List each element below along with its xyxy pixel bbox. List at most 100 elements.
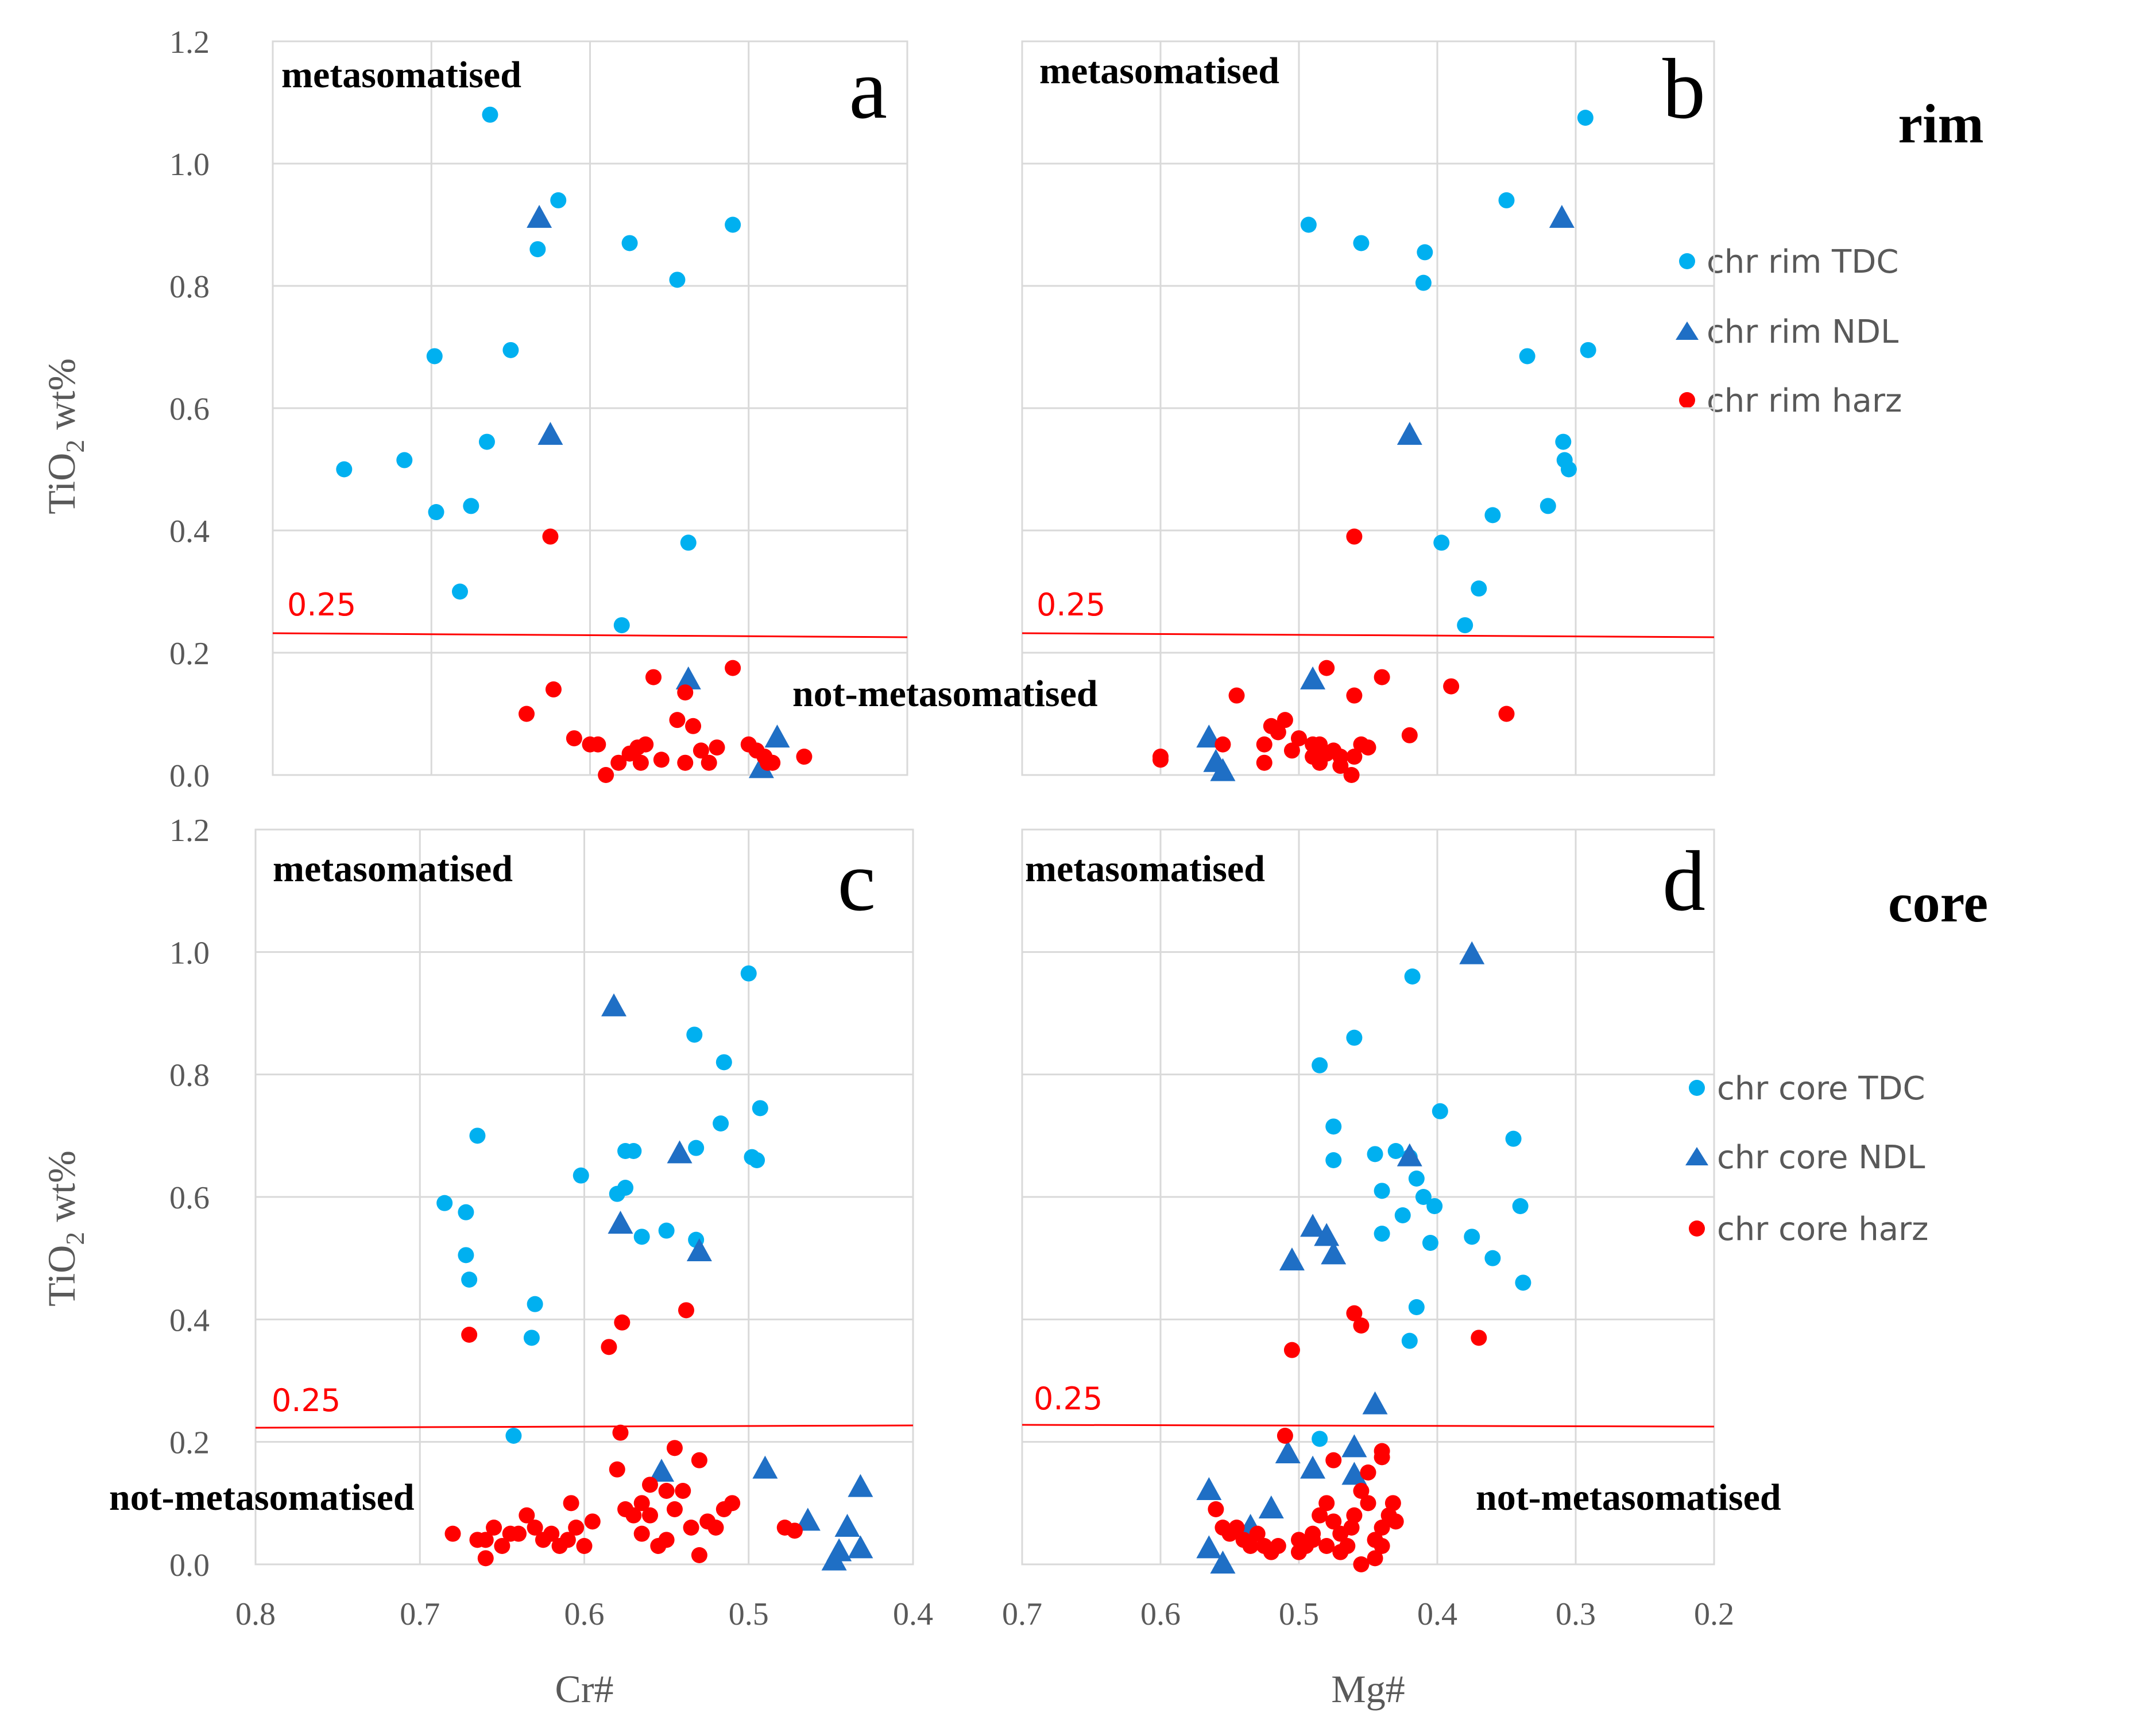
data-point-harz bbox=[461, 1327, 478, 1343]
data-point-ndl bbox=[1321, 1241, 1347, 1265]
data-point-tdc bbox=[1415, 274, 1432, 291]
threshold-line-b bbox=[1022, 632, 1715, 638]
data-point-harz bbox=[685, 718, 702, 734]
data-point-tdc bbox=[1353, 235, 1370, 251]
series-ndl-c bbox=[601, 993, 873, 1571]
data-point-tdc bbox=[550, 192, 567, 208]
panel-a: 0.0 0.2 0.4 0.6 0.8 1.0 1.2 0.25 metasomatised no… bbox=[169, 25, 1098, 794]
data-point-harz bbox=[1152, 749, 1169, 765]
legend-core-harz-label: chr core harz bbox=[1717, 1211, 1928, 1248]
data-point-harz bbox=[477, 1532, 494, 1548]
data-point-harz bbox=[658, 1532, 675, 1548]
data-point-tdc bbox=[428, 504, 444, 521]
data-point-tdc bbox=[336, 461, 353, 478]
x-tick-label: 0.3 bbox=[1556, 1596, 1596, 1632]
x-axis-title-c: Cr# bbox=[555, 1667, 614, 1711]
data-point-harz bbox=[1443, 678, 1460, 695]
row-label-rim: rim bbox=[1898, 93, 1983, 154]
data-point-harz bbox=[1283, 1342, 1300, 1358]
data-point-ndl bbox=[608, 1211, 633, 1234]
data-point-harz bbox=[1332, 1544, 1349, 1560]
data-point-harz bbox=[1291, 730, 1307, 747]
data-point-tdc bbox=[1374, 1226, 1390, 1242]
data-point-harz bbox=[1215, 736, 1231, 753]
threshold-label-c: 0.25 bbox=[272, 1382, 341, 1419]
data-point-tdc bbox=[1512, 1198, 1529, 1214]
data-point-harz bbox=[1318, 1538, 1335, 1554]
data-point-tdc bbox=[1433, 534, 1450, 551]
data-point-harz bbox=[658, 1483, 675, 1499]
data-point-tdc bbox=[1464, 1229, 1480, 1245]
data-point-tdc bbox=[1426, 1198, 1443, 1214]
data-point-harz bbox=[1346, 1507, 1363, 1524]
data-point-ndl bbox=[1314, 1223, 1340, 1246]
data-point-harz bbox=[1360, 739, 1376, 756]
data-point-harz bbox=[609, 1461, 625, 1478]
legend-core-ndl-label: chr core NDL bbox=[1717, 1139, 1925, 1176]
data-point-tdc bbox=[688, 1140, 705, 1156]
x-axis-title-d: Mg# bbox=[1331, 1667, 1405, 1711]
data-point-harz bbox=[1332, 758, 1349, 774]
data-point-tdc bbox=[1432, 1103, 1448, 1119]
legend-core-harz-marker bbox=[1689, 1220, 1705, 1237]
panel-letter-c: c bbox=[837, 834, 876, 929]
panel-c: 0.8 0.7 0.6 0.5 0.4 0.0 0.2 0.4 0.6 0.8 1.0 1.2 Cr# 0… bbox=[109, 813, 933, 1711]
x-tick-label: 0.4 bbox=[893, 1596, 933, 1632]
data-point-harz bbox=[1208, 1501, 1224, 1517]
x-tick-label: 0.6 bbox=[1140, 1596, 1181, 1632]
data-point-harz bbox=[678, 1302, 694, 1319]
data-point-harz bbox=[1374, 1520, 1390, 1536]
data-point-tdc bbox=[1417, 244, 1433, 261]
series-ndl-d bbox=[1196, 941, 1485, 1574]
data-point-harz bbox=[683, 1520, 699, 1536]
x-tick-label: 0.8 bbox=[235, 1596, 276, 1632]
data-point-harz bbox=[1498, 706, 1515, 722]
data-point-harz bbox=[1256, 736, 1273, 753]
data-point-tdc bbox=[463, 498, 479, 514]
data-point-tdc bbox=[740, 965, 757, 982]
data-point-tdc bbox=[1422, 1235, 1438, 1251]
data-point-tdc bbox=[527, 1296, 543, 1312]
data-point-tdc bbox=[1401, 1332, 1418, 1349]
data-point-harz bbox=[691, 1547, 707, 1563]
data-point-ndl bbox=[537, 421, 563, 445]
data-point-tdc bbox=[1519, 348, 1536, 365]
threshold-line-d bbox=[1022, 1424, 1715, 1428]
y-tick-label: 0.8 bbox=[169, 269, 210, 305]
data-point-ndl bbox=[1300, 1455, 1326, 1479]
x-tick-label: 0.7 bbox=[1002, 1596, 1042, 1632]
data-point-harz bbox=[633, 1495, 650, 1512]
y-axis-title-core: TiO2 wt% bbox=[40, 1150, 90, 1307]
data-point-ndl bbox=[826, 1538, 852, 1561]
data-point-tdc bbox=[436, 1195, 453, 1211]
data-point-harz bbox=[666, 1440, 683, 1456]
data-point-harz bbox=[1249, 1525, 1266, 1542]
data-point-harz bbox=[1353, 1483, 1370, 1499]
data-point-harz bbox=[666, 1501, 683, 1517]
data-point-tdc bbox=[725, 216, 741, 233]
data-point-tdc bbox=[749, 1152, 765, 1168]
data-point-harz bbox=[675, 1483, 691, 1499]
data-point-harz bbox=[693, 742, 709, 759]
data-point-ndl bbox=[1397, 421, 1422, 445]
data-point-tdc bbox=[609, 1185, 625, 1202]
data-point-tdc bbox=[1346, 1029, 1363, 1046]
data-point-tdc bbox=[458, 1247, 474, 1264]
panel-d: 0.7 0.6 0.5 0.4 0.3 0.2 Mg# 0.25 metasomatised no… bbox=[1002, 828, 1781, 1711]
series-tdc-b bbox=[1300, 110, 1596, 634]
data-point-ndl bbox=[1397, 1143, 1422, 1167]
row-label-core: core bbox=[1888, 872, 1988, 933]
y-tick-label: 0.2 bbox=[169, 1425, 210, 1461]
data-point-harz bbox=[1305, 1525, 1321, 1542]
data-point-harz bbox=[691, 1452, 707, 1468]
data-point-harz bbox=[1228, 687, 1245, 704]
data-point-harz bbox=[1277, 1428, 1293, 1444]
data-point-harz bbox=[677, 684, 694, 701]
data-point-tdc bbox=[1540, 498, 1556, 514]
data-point-harz bbox=[1374, 1538, 1390, 1554]
data-point-ndl bbox=[1549, 204, 1575, 228]
data-point-tdc bbox=[461, 1272, 478, 1288]
data-point-harz bbox=[677, 754, 694, 771]
y-tick-label: 0.6 bbox=[169, 1180, 210, 1216]
data-point-harz bbox=[786, 1522, 803, 1539]
